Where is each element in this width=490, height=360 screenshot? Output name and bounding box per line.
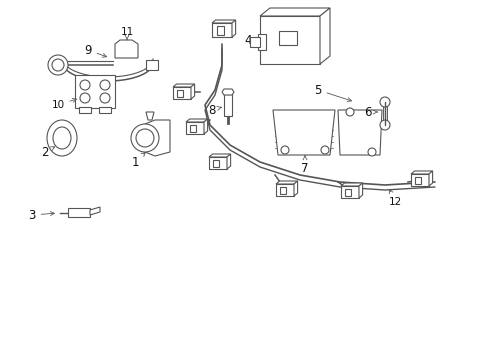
- Bar: [213, 159, 219, 166]
- Text: 11: 11: [121, 27, 134, 40]
- Polygon shape: [186, 122, 204, 134]
- Polygon shape: [320, 8, 330, 64]
- Circle shape: [80, 93, 90, 103]
- Polygon shape: [173, 84, 195, 87]
- Polygon shape: [115, 40, 138, 58]
- Bar: [345, 189, 351, 195]
- Polygon shape: [90, 207, 100, 215]
- Polygon shape: [341, 183, 363, 186]
- Bar: [177, 90, 183, 96]
- Polygon shape: [273, 110, 335, 155]
- Circle shape: [281, 146, 289, 154]
- Bar: [280, 186, 286, 194]
- Polygon shape: [209, 157, 227, 169]
- Polygon shape: [191, 84, 195, 99]
- Polygon shape: [341, 186, 359, 198]
- Polygon shape: [222, 89, 234, 95]
- Polygon shape: [227, 154, 231, 169]
- Bar: [250, 37, 260, 47]
- Circle shape: [380, 120, 390, 130]
- Text: 12: 12: [389, 189, 402, 207]
- Polygon shape: [411, 171, 433, 174]
- Circle shape: [368, 148, 376, 156]
- Bar: [190, 125, 196, 131]
- Bar: [217, 26, 223, 35]
- Polygon shape: [232, 20, 236, 37]
- Polygon shape: [359, 183, 363, 198]
- Bar: [415, 176, 421, 184]
- Circle shape: [100, 93, 110, 103]
- Circle shape: [52, 59, 64, 71]
- Circle shape: [100, 80, 110, 90]
- Text: 4: 4: [244, 33, 257, 46]
- Circle shape: [346, 108, 354, 116]
- Polygon shape: [204, 119, 208, 134]
- Polygon shape: [173, 87, 191, 99]
- Bar: [258, 34, 266, 50]
- Circle shape: [48, 55, 68, 75]
- Polygon shape: [338, 110, 382, 155]
- Circle shape: [80, 80, 90, 90]
- Polygon shape: [276, 184, 294, 196]
- Polygon shape: [209, 154, 231, 157]
- Polygon shape: [212, 23, 232, 37]
- Text: 10: 10: [51, 98, 76, 110]
- Polygon shape: [294, 181, 297, 196]
- Circle shape: [136, 129, 154, 147]
- Text: 9: 9: [84, 44, 106, 57]
- Ellipse shape: [47, 120, 77, 156]
- Polygon shape: [212, 20, 236, 23]
- Bar: [224, 94, 232, 116]
- Text: 8: 8: [208, 104, 221, 117]
- Bar: [146, 60, 158, 70]
- Polygon shape: [276, 181, 297, 184]
- Bar: [99, 107, 111, 113]
- Circle shape: [321, 146, 329, 154]
- Text: 1: 1: [131, 153, 145, 168]
- Polygon shape: [75, 75, 115, 108]
- Polygon shape: [68, 208, 90, 217]
- Polygon shape: [429, 171, 433, 186]
- Polygon shape: [260, 8, 330, 16]
- Polygon shape: [411, 174, 429, 186]
- Circle shape: [131, 124, 159, 152]
- Ellipse shape: [53, 127, 71, 149]
- Bar: [260, 16, 320, 64]
- Text: 5: 5: [314, 84, 351, 102]
- Bar: [79, 107, 91, 113]
- Polygon shape: [186, 119, 208, 122]
- Polygon shape: [145, 120, 170, 156]
- Text: 6: 6: [364, 105, 377, 118]
- Polygon shape: [146, 112, 154, 120]
- Text: 7: 7: [301, 156, 309, 175]
- Bar: [279, 31, 297, 45]
- Text: 2: 2: [41, 145, 55, 158]
- Text: 3: 3: [28, 208, 54, 221]
- Circle shape: [380, 97, 390, 107]
